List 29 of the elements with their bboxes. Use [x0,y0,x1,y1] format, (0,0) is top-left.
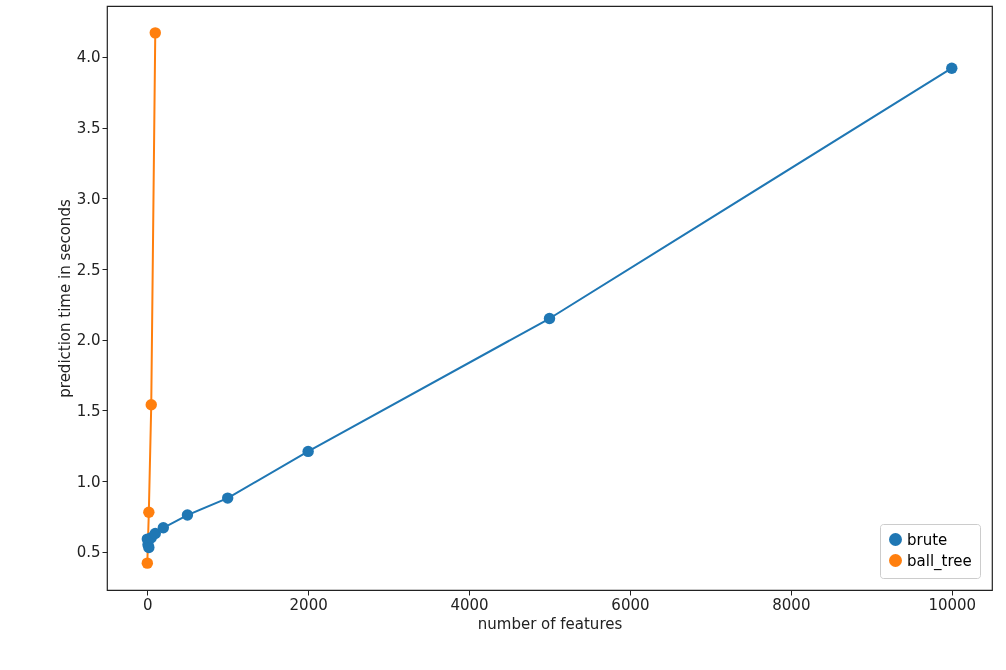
x-tick-label: 0 [142,595,153,614]
point [141,557,154,569]
point [181,509,194,521]
y-tick-label: 2.0 [76,331,101,350]
point [221,492,234,504]
point [157,522,170,534]
legend-label: ball_tree [907,551,972,571]
y-tick-label: 1.5 [76,401,101,420]
point [149,527,161,540]
x-tick-label: 6000 [611,595,650,614]
point [543,312,556,325]
point [946,62,958,74]
y-axis-title: prediction time in seconds [55,199,74,398]
x-tick-label: 8000 [772,595,811,614]
y-tick-label: 0.5 [76,543,101,562]
y-tick-label: 3.0 [76,189,101,208]
point [302,445,314,458]
x-axis-title: number of features [477,614,623,633]
point [143,506,155,518]
y-tick-label: 1.0 [76,472,101,491]
legend-label: brute [907,530,948,549]
x-tick-label: 2000 [289,595,328,614]
x-tick-label: 10000 [928,595,977,614]
y-tick-label: 2.5 [76,260,101,279]
point [149,27,161,39]
x-tick-label: 4000 [450,595,489,614]
y-tick-label: 3.5 [76,119,101,138]
point [145,399,157,411]
y-tick-label: 4.0 [76,48,101,67]
